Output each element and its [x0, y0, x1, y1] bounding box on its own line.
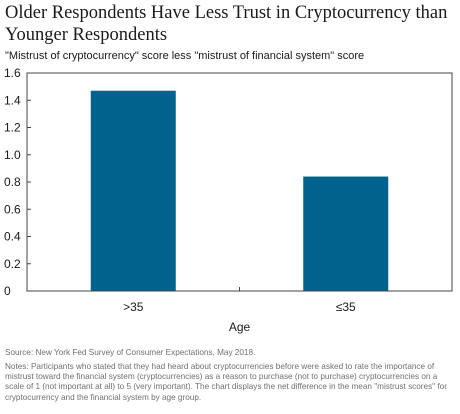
source-note: Source: New York Fed Survey of Consumer …: [5, 348, 256, 357]
bars: [90, 90, 389, 292]
y-tick-label: 1.4: [4, 93, 21, 107]
y-tick-label: 0.6: [4, 202, 21, 216]
y-tick-label: 0.2: [4, 257, 21, 271]
notes-text: Notes: Participants who stated that they…: [5, 362, 447, 402]
chart-title: Older Respondents Have Less Trust in Cry…: [5, 3, 448, 45]
bar: [303, 176, 389, 291]
y-tick-label: 1.2: [4, 121, 21, 135]
y-tick-label: 1.6: [4, 66, 21, 80]
x-tick-label: ≤35: [336, 300, 356, 314]
y-tick-label: 0.4: [4, 230, 21, 244]
x-axis-title: Age: [229, 320, 251, 334]
x-tick-label: >35: [123, 300, 144, 314]
bar-chart: 0 0.2 0.4 0.6 0.8 1.0 1.2 1.4 1.6 >35 ≤35 Age: [4, 66, 453, 334]
y-tick-label: 1.0: [4, 148, 21, 162]
chart-subtitle: "Mistrust of cryptocurrency" score less …: [5, 50, 365, 62]
x-axis-labels: >35 ≤35: [123, 300, 356, 314]
y-tick-label: 0.8: [4, 175, 21, 189]
bar: [90, 90, 176, 292]
y-tick-label: 0: [4, 284, 11, 298]
y-axis-ticks: 0 0.2 0.4 0.6 0.8 1.0 1.2 1.4 1.6: [4, 66, 31, 298]
